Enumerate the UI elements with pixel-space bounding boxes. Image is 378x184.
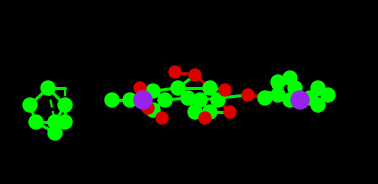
- Circle shape: [146, 84, 160, 98]
- Circle shape: [158, 93, 172, 107]
- Circle shape: [258, 91, 272, 105]
- Circle shape: [188, 105, 202, 119]
- Circle shape: [283, 71, 297, 85]
- Circle shape: [134, 82, 146, 94]
- Circle shape: [41, 81, 55, 95]
- Circle shape: [146, 103, 160, 117]
- Circle shape: [203, 81, 217, 95]
- Circle shape: [303, 91, 317, 105]
- Circle shape: [311, 98, 325, 112]
- Circle shape: [23, 98, 37, 112]
- Circle shape: [224, 106, 236, 118]
- Circle shape: [189, 69, 201, 81]
- Circle shape: [283, 93, 297, 107]
- Circle shape: [271, 88, 285, 102]
- Circle shape: [203, 105, 217, 119]
- Circle shape: [211, 93, 225, 107]
- Circle shape: [219, 84, 231, 96]
- Circle shape: [105, 93, 119, 107]
- Circle shape: [142, 102, 154, 114]
- Circle shape: [58, 98, 72, 112]
- Circle shape: [288, 81, 302, 95]
- Circle shape: [181, 91, 195, 105]
- Circle shape: [58, 115, 72, 129]
- Circle shape: [48, 126, 62, 140]
- Circle shape: [48, 115, 62, 129]
- Circle shape: [169, 66, 181, 78]
- Circle shape: [242, 89, 254, 101]
- Circle shape: [321, 88, 335, 102]
- Circle shape: [271, 75, 285, 89]
- Circle shape: [199, 112, 211, 124]
- Circle shape: [123, 93, 137, 107]
- Circle shape: [156, 112, 168, 124]
- Circle shape: [171, 81, 185, 95]
- Circle shape: [311, 81, 325, 95]
- Circle shape: [29, 115, 43, 129]
- Circle shape: [193, 93, 207, 107]
- Circle shape: [134, 91, 152, 109]
- Circle shape: [291, 91, 309, 109]
